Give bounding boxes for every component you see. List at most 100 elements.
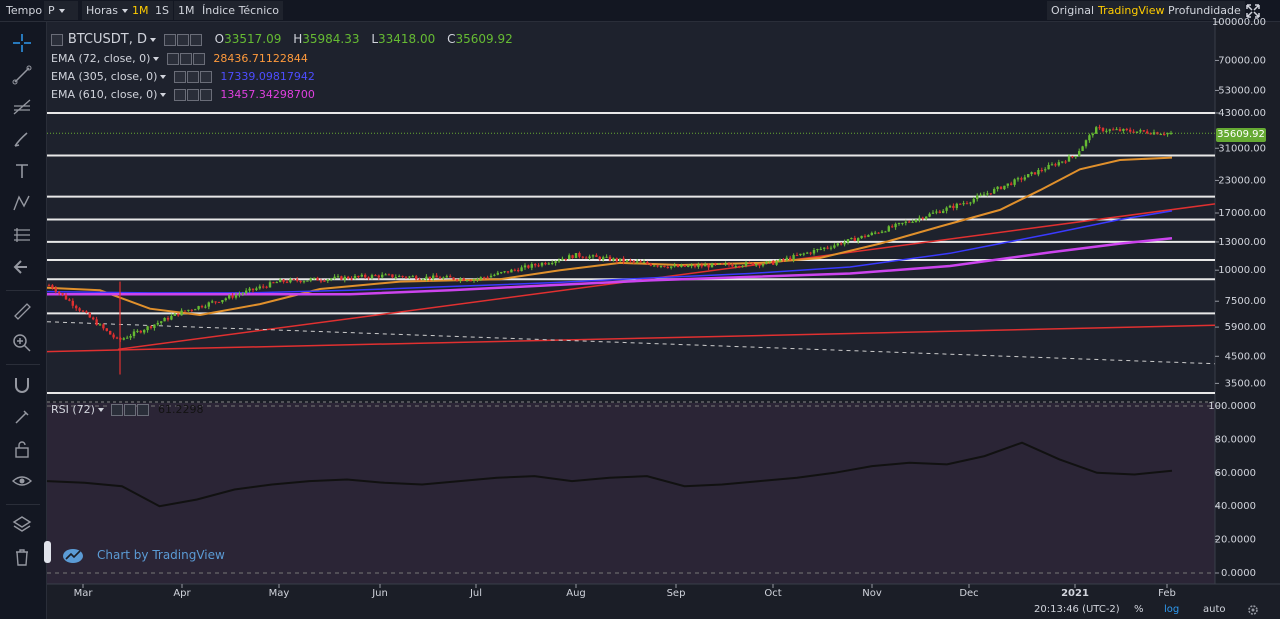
zoom-icon[interactable] xyxy=(11,332,33,354)
interval-1mo-button[interactable]: 1M xyxy=(174,1,199,20)
settings-icon[interactable] xyxy=(179,53,192,65)
candle-body xyxy=(1142,130,1145,132)
candle-body xyxy=(1064,161,1067,163)
ema72-value: 28436.71122844 xyxy=(213,52,308,65)
candle-body xyxy=(775,261,778,265)
candle-body xyxy=(105,328,108,331)
indicators-button[interactable]: Índice Técnico xyxy=(198,1,284,20)
gear-icon[interactable] xyxy=(1246,603,1260,617)
candle-body xyxy=(238,294,241,296)
candle-body xyxy=(564,258,567,260)
text-tool-icon[interactable] xyxy=(11,160,33,182)
rsi-label: RSI (72) xyxy=(51,403,95,416)
fullscreen-icon[interactable] xyxy=(1244,2,1262,20)
rsi-tick-label: 20.0000 xyxy=(1215,535,1256,546)
close-icon[interactable] xyxy=(199,89,212,101)
settings-icon[interactable] xyxy=(176,33,189,46)
candle-body xyxy=(986,193,989,195)
settings-icon[interactable] xyxy=(186,89,199,101)
chevron-down-icon[interactable] xyxy=(97,408,104,412)
trash-icon[interactable] xyxy=(11,546,33,568)
settings-icon[interactable] xyxy=(124,404,137,416)
candle-body xyxy=(989,193,992,195)
view-depth-button[interactable]: Profundidade xyxy=(1164,1,1245,20)
candle-body xyxy=(513,269,516,271)
tradingview-branding[interactable]: Chart by TradingView xyxy=(97,548,225,562)
candle-body xyxy=(64,294,68,300)
settings-icon[interactable] xyxy=(173,71,186,83)
price-axis-background xyxy=(1215,22,1280,584)
candle-body xyxy=(462,278,465,281)
y-tick-label: 70000.00 xyxy=(1218,55,1266,66)
candle-body xyxy=(387,274,391,276)
panel-resize-handle[interactable] xyxy=(44,541,51,563)
candle-body xyxy=(197,306,200,310)
high-value: 35984.33 xyxy=(302,32,360,46)
candle-body xyxy=(959,203,962,205)
back-arrow-icon[interactable] xyxy=(11,256,33,278)
chevron-down-icon[interactable] xyxy=(150,37,156,42)
settings-icon[interactable] xyxy=(163,33,176,46)
percent-scale-button[interactable]: % xyxy=(1134,604,1144,615)
candle-body xyxy=(1010,183,1013,185)
layers-icon[interactable] xyxy=(11,514,33,536)
log-scale-button[interactable]: log xyxy=(1164,604,1180,615)
eye-icon[interactable] xyxy=(11,470,33,492)
settings-icon[interactable] xyxy=(111,404,124,416)
candle-body xyxy=(51,285,54,289)
chevron-down-icon[interactable] xyxy=(153,57,160,61)
prediction-icon[interactable] xyxy=(11,224,33,246)
close-icon[interactable] xyxy=(137,404,150,416)
auto-scale-button[interactable]: auto xyxy=(1203,604,1226,615)
candle-body xyxy=(707,264,710,268)
candle-body xyxy=(527,265,530,268)
settings-icon[interactable] xyxy=(186,71,199,83)
candle-body xyxy=(649,263,652,266)
candle-body xyxy=(377,275,380,278)
magnet-icon[interactable] xyxy=(11,374,33,396)
candle-body xyxy=(350,278,353,280)
view-tradingview-button[interactable]: TradingView xyxy=(1094,1,1169,20)
candle-body xyxy=(136,330,139,332)
candle-body xyxy=(503,271,506,273)
symbol-toggle-icon[interactable] xyxy=(51,33,63,46)
stay-drawing-icon[interactable] xyxy=(11,406,33,428)
candle-body xyxy=(357,275,360,277)
settings-icon[interactable] xyxy=(173,89,186,101)
close-icon[interactable] xyxy=(199,71,212,83)
brush-icon[interactable] xyxy=(11,128,33,150)
candle-body xyxy=(149,326,153,328)
close-icon[interactable] xyxy=(192,53,205,65)
chevron-down-icon[interactable] xyxy=(160,75,167,79)
settings-icon[interactable] xyxy=(166,53,179,65)
fib-tool-icon[interactable] xyxy=(11,96,33,118)
interval-1m-button[interactable]: 1M xyxy=(128,1,153,20)
ruler-icon[interactable] xyxy=(11,300,33,322)
x-tick-label: Oct xyxy=(764,588,781,599)
close-icon[interactable] xyxy=(189,33,202,46)
candle-body xyxy=(1095,127,1098,134)
hours-dropdown[interactable]: Horas xyxy=(82,1,132,20)
candle-body xyxy=(608,256,612,261)
chevron-down-icon[interactable] xyxy=(160,93,167,97)
pattern-icon[interactable] xyxy=(11,192,33,214)
candle-body xyxy=(469,280,472,282)
crosshair-icon[interactable] xyxy=(11,32,33,54)
interval-1s-button[interactable]: 1S xyxy=(151,1,173,20)
interval-select[interactable]: P xyxy=(44,1,78,20)
candle-body xyxy=(285,281,289,283)
candle-body xyxy=(122,338,125,340)
drawing-toolbar xyxy=(0,22,47,619)
y-tick-label: 5900.00 xyxy=(1225,322,1266,333)
lock-icon[interactable] xyxy=(11,438,33,460)
symbol-label: BTCUSDT, D xyxy=(67,32,147,47)
view-original-button[interactable]: Original xyxy=(1047,1,1099,20)
candle-body xyxy=(853,237,856,242)
candle-body xyxy=(693,265,697,267)
candle-body xyxy=(92,317,95,320)
candle-body xyxy=(241,293,244,295)
candle-body xyxy=(962,203,965,205)
candle-body xyxy=(326,279,329,282)
trend-line-icon[interactable] xyxy=(11,64,33,86)
